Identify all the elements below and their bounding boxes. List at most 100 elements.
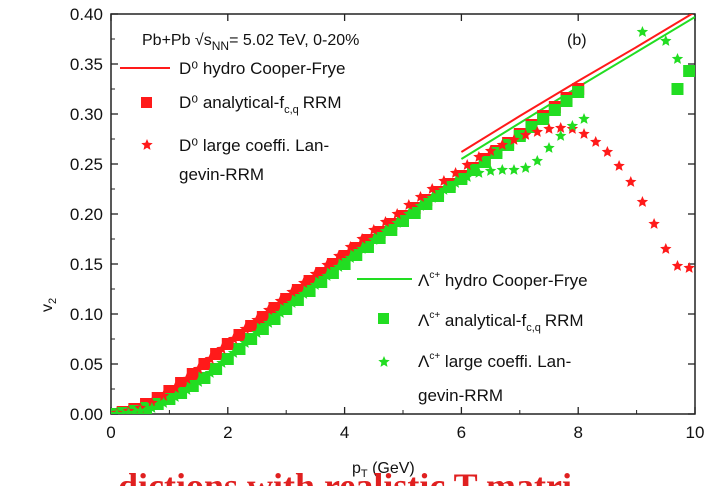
data-point-star	[660, 243, 672, 254]
x-tick-label: 8	[573, 423, 582, 442]
data-point-star	[204, 367, 216, 378]
data-point-square	[671, 83, 684, 95]
data-point-star	[216, 343, 228, 354]
data-point-star	[344, 241, 357, 252]
y-axis: 0.00 0.05 0.10 0.15 0.20 0.25 0.30 0.35 0.40	[70, 5, 695, 424]
data-point-star	[508, 164, 520, 175]
data-point-star	[555, 122, 567, 133]
data-point-star	[414, 191, 427, 202]
data-point-star	[391, 217, 403, 228]
y-tick-label: 0.15	[70, 255, 103, 274]
legend-d0: D⁰ hydro Cooper-Frye D⁰ analytical-fc,q R…	[120, 59, 345, 184]
series-5	[111, 26, 684, 414]
x-tick-label: 2	[223, 423, 232, 442]
data-point-star	[157, 390, 170, 401]
legend-d0-square-swatch	[141, 97, 152, 108]
panel-label: (b)	[567, 32, 587, 49]
data-point-star	[473, 167, 485, 178]
data-point-star	[531, 155, 543, 166]
data-point-star	[403, 208, 415, 219]
legend-d0-langevin-label-2: gevin-RRM	[179, 165, 264, 184]
data-point-star	[111, 408, 123, 414]
data-point-star	[216, 357, 228, 368]
data-point-star	[625, 176, 637, 187]
data-point-star	[333, 250, 345, 261]
x-tick-label: 10	[686, 423, 705, 442]
legend-star-marker	[378, 356, 390, 367]
series-clip-group	[111, 14, 695, 414]
data-point-star	[344, 252, 357, 263]
data-point-star	[496, 139, 508, 150]
data-point-star	[508, 134, 520, 145]
data-point-star	[531, 126, 543, 137]
data-point-star	[461, 171, 473, 182]
y-tick-label: 0.40	[70, 5, 103, 24]
data-point-square	[128, 405, 141, 414]
data-point-star	[298, 277, 310, 288]
data-point-star	[566, 120, 579, 131]
data-point-star	[683, 262, 695, 273]
legend-star-marker	[141, 139, 153, 150]
data-point-star	[309, 268, 322, 279]
series-6	[671, 65, 695, 95]
data-point-star	[227, 347, 240, 358]
data-point-star	[169, 391, 181, 402]
data-point-star	[204, 353, 216, 364]
legend-d0-hydro-label: D⁰ hydro Cooper-Frye	[179, 59, 345, 78]
x-tick-label: 0	[106, 423, 115, 442]
data-point-star	[555, 130, 567, 141]
data-point-square	[683, 65, 695, 77]
data-point-star	[333, 261, 345, 272]
y-tick-label: 0.05	[70, 355, 103, 374]
x-tick-label: 6	[457, 423, 466, 442]
data-point-star	[356, 243, 368, 254]
data-point-star	[484, 165, 497, 176]
data-point-star	[426, 192, 438, 203]
series-0	[460, 14, 694, 153]
data-point-square	[116, 407, 129, 414]
data-point-star	[169, 382, 181, 393]
bottom-caption: dictions with realistic T matri	[118, 466, 572, 486]
data-point-star	[519, 162, 532, 173]
data-point-star	[321, 259, 333, 270]
data-point-star	[671, 53, 684, 64]
data-point-star	[192, 363, 205, 374]
data-point-star	[368, 224, 380, 235]
data-point-star	[484, 145, 497, 156]
data-point-star	[181, 373, 193, 384]
data-point-star	[379, 225, 392, 236]
legend-lc-hydro-label: Λc+ hydro Cooper-Frye	[418, 270, 588, 290]
legend-lc-langevin-label-2: gevin-RRM	[418, 386, 503, 405]
data-point-star	[181, 384, 193, 395]
x-axis: 0 2 4 6 8 10	[106, 14, 704, 442]
data-point-star	[298, 288, 310, 299]
data-point-star	[227, 333, 240, 344]
legend-d0-star-swatch	[141, 139, 153, 150]
legend-d0-langevin-label-1: D⁰ large coeffi. Lan-	[179, 136, 329, 155]
series-layer	[111, 14, 695, 414]
data-point-star	[671, 260, 684, 271]
data-point-square	[537, 113, 550, 125]
data-point-square	[560, 95, 573, 107]
data-point-star	[414, 200, 427, 211]
y-tick-label: 0.30	[70, 105, 103, 124]
data-point-star	[286, 297, 298, 308]
data-point-square	[548, 104, 561, 116]
data-point-star	[449, 177, 462, 188]
data-point-star	[379, 216, 392, 227]
data-point-star	[543, 142, 555, 153]
data-point-star	[601, 146, 614, 157]
data-point-star	[648, 218, 660, 229]
legend-lc-langevin-label-1: Λc+ large coeffi. Lan-	[418, 351, 571, 371]
data-point-star	[461, 159, 473, 170]
chart-header: Pb+Pb √sNN= 5.02 TeV, 0-20%	[142, 32, 359, 53]
data-point-star	[368, 234, 380, 245]
data-point-star	[403, 199, 415, 210]
data-point-star	[449, 167, 462, 178]
y-tick-label: 0.20	[70, 205, 103, 224]
series-line	[460, 14, 694, 153]
data-point-star	[578, 128, 590, 139]
data-point-star	[613, 160, 625, 171]
y-tick-label: 0.00	[70, 405, 103, 424]
data-point-star	[263, 304, 275, 315]
